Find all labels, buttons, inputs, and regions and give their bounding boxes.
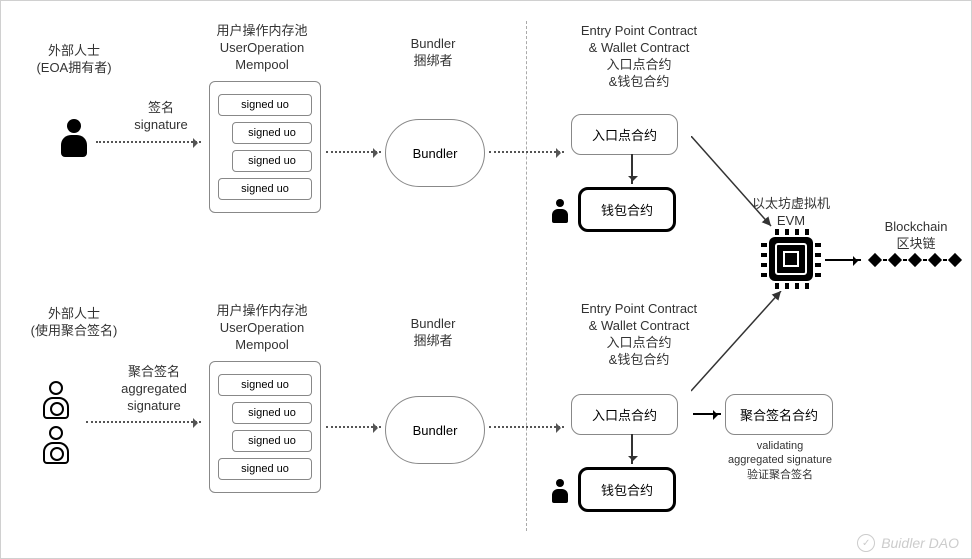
bottom-mempool-box: signed uo signed uo signed uo signed uo: [209, 361, 321, 493]
person-small-icon: [551, 199, 569, 223]
mempool-en2: Mempool: [235, 57, 288, 72]
bm-en2: Mempool: [235, 337, 288, 352]
signed-uo-item: signed uo: [232, 430, 312, 452]
signed-uo-item: signed uo: [232, 150, 312, 172]
dotted-arrow: [489, 151, 564, 153]
top-entry-contract: 入口点合约: [571, 114, 678, 155]
bb-en: Bundler: [411, 316, 456, 331]
validate-label: validating aggregated signature 验证聚合签名: [715, 439, 845, 482]
be-text: 入口点合约: [592, 408, 657, 423]
c-l2: & Wallet Contract: [589, 40, 690, 55]
bottom-mempool-label: 用户操作内存池 UserOperation Mempool: [197, 303, 327, 354]
c-l3: 入口点合约: [606, 57, 671, 72]
top-contracts-label: Entry Point Contract & Wallet Contract 入…: [559, 23, 719, 91]
signed-uo-item: signed uo: [232, 122, 312, 144]
bw-text: 钱包合约: [601, 483, 653, 498]
top-bundler-shape: Bundler: [385, 119, 485, 187]
watermark-text: Buidler DAO: [881, 535, 959, 551]
signed-uo-item: signed uo: [218, 458, 312, 480]
dotted-arrow: [96, 141, 201, 143]
v-l1: validating: [757, 440, 803, 452]
bundler-text: Bundler: [413, 146, 458, 161]
bc-l2: & Wallet Contract: [589, 318, 690, 333]
bb-text: Bundler: [413, 423, 458, 438]
top-mempool-box: signed uo signed uo signed uo signed uo: [209, 81, 321, 213]
agg-text: 聚合签名合约: [740, 408, 818, 423]
person-outline-icon: [41, 426, 71, 466]
blockchain-label: Blockchain 区块链: [871, 219, 961, 253]
top-sig-label: 签名 signature: [121, 100, 201, 134]
bc-en: Blockchain: [885, 219, 948, 234]
bc-l4: &钱包合约: [609, 352, 670, 367]
c-l1: Entry Point Contract: [581, 23, 697, 38]
entry-text: 入口点合约: [592, 128, 657, 143]
wallet-text: 钱包合约: [601, 203, 653, 218]
bsig-en1: aggregated: [121, 381, 187, 396]
arrow-down: [631, 434, 633, 464]
diag-arrow-up: [691, 291, 791, 401]
bc-l3: 入口点合约: [606, 335, 671, 350]
top-outsider-label: 外部人士 (EOA拥有者): [19, 43, 129, 77]
watermark: ✓ Buidler DAO: [857, 534, 959, 552]
blockchain-icon: [869, 255, 961, 265]
bottom-bundler-shape: Bundler: [385, 396, 485, 464]
person-small-icon: [551, 479, 569, 503]
top-outsider-cn: 外部人士: [48, 43, 100, 58]
bo-cn: 外部人士: [48, 306, 100, 321]
bsig-cn: 聚合签名: [128, 364, 180, 379]
dotted-arrow: [326, 426, 381, 428]
arrow-right: [825, 259, 861, 261]
v-l3: 验证聚合签名: [747, 469, 813, 481]
bo-en: (使用聚合签名): [31, 323, 118, 338]
top-sig-cn: 签名: [148, 100, 174, 115]
top-mempool-label: 用户操作内存池 UserOperation Mempool: [197, 23, 327, 74]
evm-label: 以太坊虚拟机 EVM: [741, 196, 841, 230]
c-l4: &钱包合约: [609, 74, 670, 89]
top-sig-en: signature: [134, 117, 187, 132]
bsig-en2: signature: [127, 398, 180, 413]
dotted-arrow: [326, 151, 381, 153]
chip-icon: [769, 237, 813, 281]
vertical-divider: [526, 21, 527, 531]
bm-en1: UserOperation: [220, 320, 305, 335]
signed-uo-item: signed uo: [218, 178, 312, 200]
dotted-arrow: [86, 421, 201, 423]
top-bundler-label: Bundler 捆绑者: [393, 36, 473, 70]
bottom-entry-contract: 入口点合约: [571, 394, 678, 435]
v-l2: aggregated signature: [728, 454, 832, 466]
signed-uo-item: signed uo: [218, 94, 312, 116]
arrow-down: [631, 154, 633, 184]
bb-cn: 捆绑者: [413, 333, 452, 348]
bottom-bundler-label: Bundler 捆绑者: [393, 316, 473, 350]
top-wallet-contract: 钱包合约: [578, 187, 676, 232]
wechat-icon: ✓: [857, 534, 875, 552]
arrow-right: [693, 413, 721, 415]
person-outline-icon: [41, 381, 71, 421]
bundler-cn: 捆绑者: [413, 53, 452, 68]
dotted-arrow: [489, 426, 564, 428]
bc-l1: Entry Point Contract: [581, 301, 697, 316]
bottom-wallet-contract: 钱包合约: [578, 467, 676, 512]
mempool-en1: UserOperation: [220, 40, 305, 55]
bottom-sig-label: 聚合签名 aggregated signature: [109, 364, 199, 415]
person-icon: [59, 119, 89, 159]
evm-cn: 以太坊虚拟机: [752, 196, 830, 211]
bundler-en: Bundler: [411, 36, 456, 51]
bm-cn: 用户操作内存池: [216, 303, 307, 318]
top-outsider-en: (EOA拥有者): [36, 60, 111, 75]
bottom-outsider-label: 外部人士 (使用聚合签名): [19, 306, 129, 340]
signed-uo-item: signed uo: [232, 402, 312, 424]
bc-cn: 区块链: [896, 236, 935, 251]
evm-en: EVM: [777, 213, 805, 228]
mempool-cn: 用户操作内存池: [216, 23, 307, 38]
signed-uo-item: signed uo: [218, 374, 312, 396]
